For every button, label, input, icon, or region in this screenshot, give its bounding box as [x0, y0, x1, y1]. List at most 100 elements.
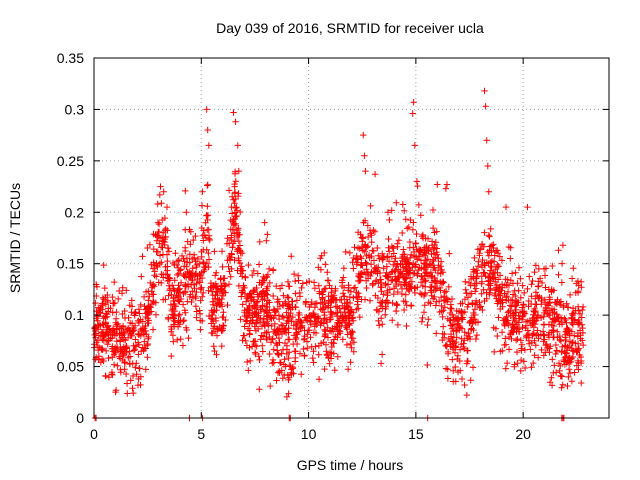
data-point: [100, 296, 107, 303]
data-point: [446, 317, 453, 324]
data-point: [440, 307, 447, 314]
data-point: [531, 320, 539, 328]
data-point: [362, 271, 370, 278]
data-point: [162, 233, 169, 240]
data-point: [420, 309, 428, 316]
data-point: [495, 263, 502, 270]
data-point: [489, 275, 497, 283]
data-point: [439, 278, 447, 285]
data-point: [575, 321, 582, 328]
data-point: [470, 309, 477, 317]
data-point: [505, 243, 513, 251]
data-point: [310, 329, 318, 336]
data-point: [135, 351, 142, 358]
data-point: [261, 219, 268, 226]
data-point: [228, 251, 235, 258]
data-point: [472, 288, 479, 295]
data-point: [498, 329, 506, 336]
data-point: [186, 269, 194, 277]
data-point: [322, 331, 329, 339]
data-point: [420, 249, 428, 256]
data-point: [183, 326, 190, 334]
data-point: [432, 302, 439, 309]
data-point: [447, 341, 454, 348]
data-point: [520, 301, 527, 309]
data-point: [106, 325, 113, 333]
data-point: [288, 253, 295, 260]
data-point: [458, 341, 465, 348]
data-point: [485, 277, 492, 284]
data-point: [549, 309, 556, 316]
data-point: [346, 249, 353, 257]
data-point: [396, 269, 404, 277]
data-point: [402, 258, 409, 265]
data-point: [431, 293, 438, 301]
data-point: [175, 270, 182, 277]
data-point: [509, 329, 516, 336]
data-point: [240, 332, 247, 339]
data-point: [201, 266, 208, 274]
data-point: [324, 352, 331, 359]
data-point: [208, 329, 215, 337]
data-point: [133, 360, 140, 367]
data-point: [158, 279, 165, 287]
data-point: [129, 385, 136, 392]
data-point: [326, 316, 333, 323]
data-point: [558, 373, 566, 380]
data-point: [486, 243, 494, 250]
data-point: [384, 299, 392, 306]
data-point: [211, 307, 218, 314]
data-point: [219, 292, 226, 300]
data-point: [180, 255, 187, 262]
data-point: [382, 280, 389, 287]
data-point: [285, 294, 292, 301]
data-point: [486, 233, 493, 240]
data-point: [208, 288, 216, 295]
data-point: [328, 289, 335, 296]
data-point: [229, 218, 236, 225]
data-point: [485, 232, 492, 239]
data-point: [524, 203, 531, 211]
data-point: [133, 371, 140, 378]
data-point: [454, 352, 462, 359]
data-point: [559, 381, 566, 388]
data-point: [472, 335, 480, 343]
data-point: [414, 182, 421, 190]
data-point: [384, 254, 391, 261]
data-point: [286, 304, 294, 311]
data-point: [548, 382, 556, 389]
data-point: [325, 293, 332, 300]
data-point: [393, 300, 400, 308]
data-point: [452, 338, 460, 346]
data-point: [164, 275, 172, 282]
data-point: [382, 303, 390, 310]
data-point: [165, 274, 173, 281]
data-point: [102, 301, 109, 308]
data-point: [454, 324, 462, 331]
data-point: [340, 265, 348, 272]
data-point: [166, 285, 174, 293]
data-point: [472, 301, 479, 308]
data-point: [469, 320, 476, 327]
data-point: [343, 341, 351, 349]
data-point: [517, 367, 524, 375]
data-point: [140, 293, 148, 301]
data-point: [415, 266, 422, 274]
data-point: [277, 359, 285, 367]
data-point: [517, 356, 525, 364]
data-point: [424, 235, 432, 242]
data-point: [164, 267, 171, 274]
data-point: [246, 320, 253, 327]
data-point: [575, 366, 582, 373]
y-tick-label: 0.05: [57, 359, 84, 375]
data-point: [188, 277, 196, 284]
data-point: [219, 263, 226, 271]
data-point: [469, 364, 477, 371]
data-point: [332, 285, 339, 292]
data-point: [146, 309, 153, 316]
data-point: [550, 306, 558, 313]
data-point: [315, 342, 323, 349]
data-point: [561, 343, 568, 350]
data-point: [481, 87, 488, 95]
